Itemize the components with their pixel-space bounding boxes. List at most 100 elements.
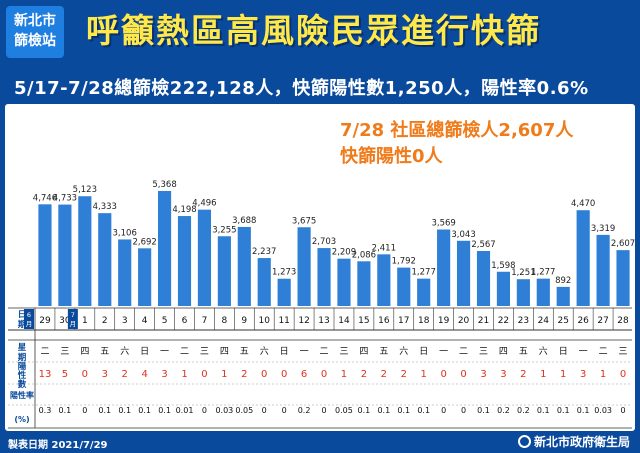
callout: 7/28 社區總篩檢人2,607人 快篩陽性0人 (340, 118, 573, 170)
bar (616, 250, 630, 306)
positive-count: 0 (321, 369, 327, 380)
positive-rate: 0.1 (138, 406, 151, 415)
data-label: 4,746 (33, 193, 57, 203)
date-label: 17 (398, 316, 409, 326)
date-label: 20 (458, 316, 470, 326)
positive-count: 1 (181, 369, 187, 380)
positive-rate: 0.1 (358, 406, 371, 415)
date-label: 30 (59, 316, 71, 326)
date-label: 26 (577, 316, 589, 326)
positive-rate: 0.1 (477, 406, 490, 415)
data-label: 3,255 (212, 225, 236, 235)
date-label: 21 (478, 316, 489, 326)
data-label: 2,086 (352, 250, 376, 260)
positive-count: 3 (480, 369, 486, 380)
bar (277, 278, 291, 306)
date-label: 15 (358, 316, 369, 326)
positive-count: 1 (221, 369, 227, 380)
bar (197, 209, 212, 306)
bar (357, 261, 371, 306)
bar (58, 204, 72, 306)
data-label: 3,688 (232, 216, 256, 226)
date-label: 3 (122, 316, 128, 326)
row-label-rate-unit: (%) (14, 415, 29, 424)
positive-count: 13 (39, 369, 52, 380)
date-label: 7 (202, 316, 208, 326)
weekday-label: 日 (559, 346, 568, 357)
date-label: 10 (259, 316, 271, 326)
month-marker-july (67, 309, 78, 329)
date-label: 27 (597, 316, 608, 326)
date-label: 25 (558, 316, 569, 326)
date-label: 28 (617, 316, 629, 326)
bar (38, 204, 52, 306)
date-label: 12 (298, 316, 309, 326)
header: 新北市 篩檢站 呼籲熱區高風險民眾進行快篩 (0, 0, 640, 72)
date-label: 8 (221, 316, 227, 326)
positive-count: 3 (161, 369, 167, 380)
data-label: 2,237 (252, 247, 276, 257)
positive-count: 3 (580, 369, 586, 380)
data-label: 2,209 (332, 248, 356, 258)
bar (98, 213, 112, 306)
agency-logo-icon (517, 435, 531, 448)
date-label: 13 (318, 316, 329, 326)
data-label: 2,692 (132, 237, 156, 247)
data-label: 2,607 (611, 239, 635, 249)
callout-positive: 快篩陽性0人 (340, 146, 443, 167)
date-label: 14 (338, 316, 350, 326)
weekday-label: 四 (220, 347, 229, 357)
weekday-label: 四 (80, 347, 89, 357)
bar (476, 250, 491, 306)
data-label: 4,198 (172, 205, 196, 215)
positive-rate: 0.01 (176, 406, 194, 415)
positive-count: 2 (520, 369, 526, 380)
weekday-label: 五 (100, 347, 109, 357)
data-label: 1,251 (511, 268, 535, 278)
date-label: 4 (142, 316, 148, 326)
made-date: 製表日期 2021/7/29 (8, 440, 108, 451)
row-label-positive: 數 (18, 379, 27, 390)
weekday-label: 一 (579, 347, 588, 357)
positive-rate: 0.2 (497, 406, 510, 415)
positive-count: 0 (82, 369, 88, 380)
date-label: 16 (378, 316, 390, 326)
bar (297, 227, 311, 306)
positive-count: 4 (141, 369, 147, 380)
positive-count: 2 (401, 369, 407, 380)
bar (78, 196, 92, 306)
weekday-label: 四 (359, 347, 368, 357)
callout-total: 7/28 社區總篩檢人2,607人 (340, 120, 574, 141)
date-label: 24 (538, 316, 550, 326)
agency-footer: 新北市政府衛生局 (517, 433, 630, 450)
bar (138, 248, 152, 306)
positive-rate: 0 (321, 406, 326, 415)
positive-rate: 0.03 (594, 406, 612, 415)
data-label: 4,496 (192, 199, 216, 209)
bar (337, 258, 351, 306)
positive-count: 2 (122, 369, 128, 380)
positive-count: 0 (440, 369, 446, 380)
bar (496, 271, 511, 306)
date-label: 19 (438, 316, 450, 326)
weekday-label: 一 (300, 347, 309, 357)
data-label: 1,277 (412, 268, 436, 278)
weekday-label: 三 (479, 347, 488, 357)
positive-count: 0 (201, 369, 207, 380)
positive-rate: 0 (262, 406, 267, 415)
data-label: 892 (555, 276, 571, 286)
weekday-label: 四 (499, 347, 508, 357)
data-label: 1,792 (392, 257, 416, 267)
positive-rate: 0.1 (537, 406, 550, 415)
bar (118, 239, 132, 306)
row-label-positive: 陽 (18, 361, 27, 372)
badge-line2: 篩檢站 (14, 33, 56, 49)
date-label: 23 (518, 316, 529, 326)
positive-count: 0 (620, 369, 626, 380)
bar (217, 236, 231, 306)
positive-rate: 0.2 (298, 406, 311, 415)
data-label: 5,368 (152, 180, 176, 190)
row-label-date: 日 (18, 310, 27, 320)
positive-count: 3 (102, 369, 108, 380)
